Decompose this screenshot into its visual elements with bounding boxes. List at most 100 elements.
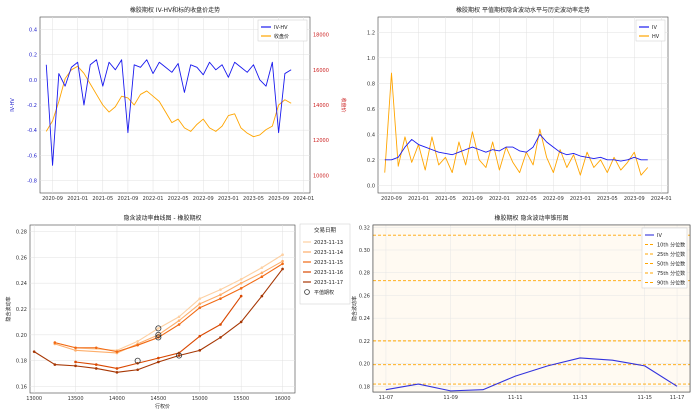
- x-tick-label: 2024-01: [293, 196, 314, 202]
- y-tick-label: 0.28: [16, 229, 27, 235]
- atm-point: [155, 334, 162, 341]
- legend-entry: 90th 分位数: [657, 280, 685, 287]
- smile-point: [74, 364, 77, 368]
- x-tick-label: 2023-05: [243, 196, 264, 202]
- x-tick-label: 11-13: [573, 395, 588, 401]
- x-tick-label: 2022-01: [143, 196, 164, 202]
- chart-iv-hv-levels: 2020-09 2021-01 2021-05 2021-09 2022-01 2022-…: [367, 6, 672, 202]
- smile-point: [136, 368, 139, 372]
- y-tick-label: 0.8: [367, 81, 375, 87]
- y-tick-label: 1.0: [367, 56, 375, 62]
- legend-entry: HV: [652, 34, 660, 40]
- x-tick-label: 2022-05: [516, 196, 537, 202]
- smile-point: [239, 287, 243, 290]
- smile-point: [74, 346, 77, 350]
- series-iv-hv-line: [45, 59, 292, 166]
- smile-point: [281, 267, 284, 271]
- smile-point: [281, 259, 284, 263]
- legend: IV-HV 收盘价: [257, 19, 308, 42]
- x-tick-label: 11-09: [443, 395, 458, 401]
- smile-point: [219, 293, 222, 297]
- y-tick-label: 0.24: [16, 281, 27, 287]
- legend-entry: 2023-11-15: [314, 260, 343, 266]
- y-right-tick-label: 18000: [313, 33, 329, 39]
- x-tick-label: 2020-09: [42, 196, 63, 202]
- legend-entry: 10th 分位数: [657, 242, 685, 249]
- smile-point: [198, 349, 202, 352]
- series-iv-line: [385, 357, 678, 392]
- smile-point: [53, 363, 57, 366]
- x-tick-label: 2023-01: [570, 196, 591, 202]
- smile-point: [260, 271, 264, 275]
- chart-title: 隐含波动率曲线图 - 橡胶期权: [124, 214, 202, 222]
- y-right-tick-label: 10000: [313, 173, 329, 179]
- series-close-line: [45, 65, 292, 138]
- legend: IV HV: [635, 19, 666, 42]
- x-tick-label: 11-15: [637, 395, 652, 401]
- smile-point: [281, 262, 284, 266]
- y-tick-label: 0.0: [29, 78, 37, 84]
- y-tick-label: 0.18: [359, 384, 370, 390]
- legend: IV 10th 分位数 25th 分位数 50th 分位数 75th 分位数 90th 分…: [641, 227, 688, 289]
- x-tick-label: 2022-05: [168, 196, 189, 202]
- smile-point: [198, 297, 202, 300]
- legend-title: 交易日期: [314, 226, 337, 234]
- smile-point: [260, 294, 264, 298]
- smile-point: [94, 363, 98, 366]
- x-tick-label: 2020-09: [381, 196, 402, 202]
- legend-entry: 2023-11-16: [314, 270, 343, 276]
- series-hv-line: [384, 72, 649, 176]
- x-tick-label: 2023-09: [624, 196, 645, 202]
- x-tick-label: 13000: [26, 396, 42, 402]
- smile-point: [281, 253, 284, 257]
- y-tick-label: -0.8: [27, 178, 37, 184]
- y-tick-label: -0.4: [27, 128, 37, 134]
- legend-entry: 2023-11-13: [314, 240, 343, 246]
- x-tick-label: 2021-01: [67, 196, 88, 202]
- smile-point: [198, 302, 202, 306]
- y-tick-label: 0.0: [367, 183, 375, 189]
- smile-point: [177, 319, 181, 322]
- y-axis-label: 隐含波动率: [5, 296, 12, 321]
- y-tick-label: 0.32: [359, 225, 370, 231]
- legend-entry: 收盘价: [274, 33, 289, 40]
- chart-title: 橡胶期权 平值期权隐含波动水平与历史波动率走势: [456, 6, 590, 14]
- x-tick-label: 2022-09: [193, 196, 214, 202]
- y-axis-label: 隐含波动率: [351, 296, 358, 321]
- y-right-axis-label: 收盘价: [340, 97, 347, 112]
- x-tick-label: 2021-05: [435, 196, 456, 202]
- legend-entry: 2023-11-17: [314, 280, 343, 286]
- legend-entry: 50th 分位数: [657, 261, 685, 268]
- legend-box: [641, 227, 688, 289]
- chart-title: 橡胶期权 隐含波动率锥形图: [495, 214, 569, 222]
- smile-point: [260, 275, 264, 278]
- legend-box: [299, 223, 351, 305]
- legend: 交易日期 2023-11-13 2023-11-14 2023-11-15 2023-1…: [299, 223, 351, 305]
- x-tick-label: 13500: [68, 396, 84, 402]
- y-tick-label: 0.6: [367, 107, 375, 113]
- x-axis-label: 行权价: [155, 403, 170, 410]
- smile-point: [198, 334, 202, 338]
- x-tick-label: 2021-01: [408, 196, 429, 202]
- y-tick-label: -0.2: [27, 103, 37, 109]
- smile-line-2023-11-15: [54, 263, 283, 353]
- smile-point: [239, 277, 243, 281]
- chart-iv-smile: 13000 13500 14000 14500 15000 15500 16000 0.16 0…: [5, 214, 351, 410]
- smile-point: [219, 288, 222, 291]
- x-tick-label: 15500: [233, 396, 249, 402]
- x-tick-label: 2021-09: [462, 196, 483, 202]
- x-tick-label: 2024-01: [651, 196, 672, 202]
- legend-entry: 25th 分位数: [657, 251, 685, 258]
- atm-point: [155, 325, 162, 332]
- smile-point: [32, 350, 36, 353]
- y-tick-label: 0.2: [367, 158, 375, 164]
- smile-point: [53, 341, 57, 344]
- y-tick-label: 0.20: [359, 362, 370, 368]
- y-right-tick-label: 16000: [313, 68, 329, 74]
- x-tick-label: 2023-09: [268, 196, 289, 202]
- plot-frame: [377, 16, 669, 194]
- smile-point: [115, 371, 119, 374]
- legend-entry: 平值期权: [314, 289, 334, 296]
- x-tick-label: 14500: [150, 396, 166, 402]
